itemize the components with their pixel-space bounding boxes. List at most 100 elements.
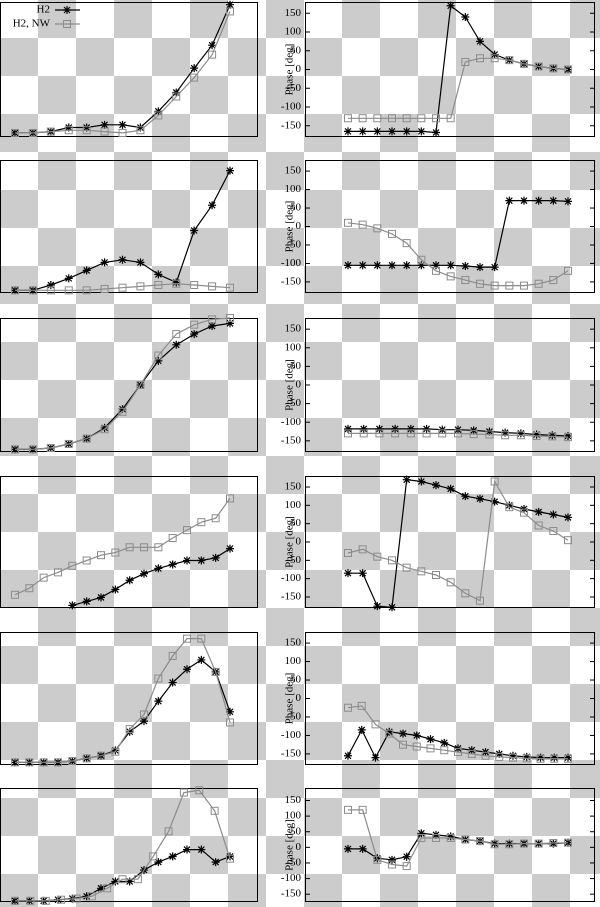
square-marker (39, 573, 48, 582)
star-marker (388, 603, 396, 612)
square-marker (402, 862, 411, 871)
square-marker (534, 62, 543, 71)
square-marker (505, 840, 514, 849)
square-marker (422, 429, 431, 438)
star-marker (373, 602, 382, 611)
square-marker (373, 224, 382, 233)
square-marker (226, 854, 234, 863)
y-tick-label: 0 (296, 536, 302, 548)
y-tick-label: 50 (290, 825, 302, 837)
square-marker (118, 875, 127, 884)
star-marker (522, 752, 531, 761)
star-marker (154, 697, 163, 706)
square-marker (534, 279, 543, 288)
square-marker (388, 114, 396, 123)
square-marker (520, 839, 528, 848)
star-marker (446, 1, 455, 10)
star-marker (505, 839, 514, 848)
square-marker (226, 283, 234, 292)
square-marker (100, 425, 109, 434)
star-marker (490, 497, 499, 506)
square-marker (490, 477, 499, 486)
square-marker (149, 852, 158, 861)
star-marker (100, 423, 109, 432)
star-marker (534, 196, 543, 205)
square-marker (136, 282, 145, 291)
star-marker (399, 729, 407, 738)
square-marker (417, 567, 426, 576)
square-marker (375, 429, 384, 438)
star-marker (548, 431, 557, 440)
y-tick-label: -100 (281, 572, 302, 584)
square-marker (432, 833, 440, 842)
square-marker (402, 114, 411, 123)
y-tick-label: 50 (290, 517, 302, 529)
square-marker (520, 508, 528, 517)
square-marker (100, 127, 109, 136)
star-marker (226, 707, 234, 716)
y-tick-label: 150 (285, 165, 302, 177)
square-marker (406, 429, 415, 438)
star-marker (154, 107, 163, 116)
star-marker (402, 475, 411, 484)
square-marker (226, 314, 234, 322)
star-marker (358, 844, 367, 853)
star-marker (154, 858, 163, 867)
star-marker (197, 845, 206, 854)
y-tick-label: -150 (281, 434, 302, 446)
square-marker (446, 272, 455, 281)
star-marker (564, 431, 572, 440)
star-marker (495, 749, 504, 758)
star-marker (168, 852, 177, 861)
series-line (348, 479, 569, 608)
star-marker (46, 281, 55, 290)
square-marker (495, 752, 504, 761)
star-marker (97, 884, 105, 893)
star-marker (154, 270, 163, 279)
square-marker (402, 239, 411, 248)
star-marker (125, 877, 134, 886)
square-marker (82, 434, 91, 443)
star-marker (63, 6, 71, 14)
series-line (15, 283, 231, 291)
plot-frame (305, 788, 595, 902)
star-marker (125, 727, 134, 736)
star-marker (118, 120, 127, 129)
square-marker (373, 855, 382, 864)
square-marker (446, 114, 455, 123)
panel: H2 H2, NW (0, 0, 258, 137)
star-marker (385, 727, 394, 736)
y-tick-label: -150 (281, 747, 302, 759)
star-marker (136, 123, 145, 132)
square-marker (226, 7, 234, 16)
square-marker (417, 114, 426, 123)
square-marker (226, 494, 234, 503)
y-tick-label: 150 (285, 481, 302, 493)
square-marker (111, 747, 120, 756)
square-marker (190, 281, 199, 290)
square-marker (154, 674, 163, 683)
y-tick-label: -50 (286, 554, 301, 566)
square-marker (82, 754, 91, 763)
series-line (347, 705, 568, 760)
square-marker (358, 805, 367, 814)
y-tick-label: -100 (281, 257, 302, 269)
star-marker (208, 322, 217, 331)
y-axis-label: Phase [deg] (284, 819, 296, 871)
star-marker (461, 13, 470, 21)
star-marker (358, 569, 367, 578)
star-marker (226, 544, 234, 553)
square-marker (172, 279, 181, 288)
y-tick-label: 150 (285, 794, 302, 806)
square-marker (46, 443, 55, 452)
square-marker (183, 526, 191, 535)
square-marker (549, 527, 558, 535)
square-marker (25, 758, 34, 767)
square-marker (385, 729, 394, 738)
series-line (15, 322, 231, 450)
square-marker (534, 521, 543, 530)
square-marker (63, 20, 71, 28)
star-marker (211, 553, 220, 562)
square-marker (522, 754, 531, 763)
square-marker (72, 894, 81, 903)
